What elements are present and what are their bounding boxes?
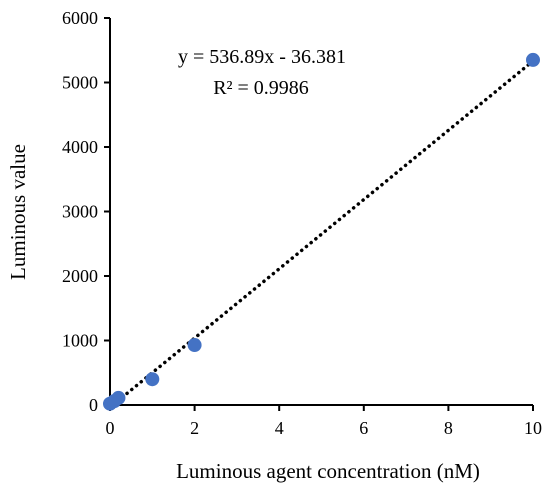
- x-tick-label: 6: [359, 418, 368, 438]
- y-tick-label: 0: [89, 395, 98, 415]
- data-point: [526, 52, 540, 67]
- y-tick-label: 3000: [62, 202, 98, 222]
- y-tick-label: 1000: [62, 331, 98, 351]
- x-tick-label: 8: [444, 418, 453, 438]
- x-tick-label: 2: [190, 418, 199, 438]
- y-tick-label: 6000: [62, 8, 98, 28]
- r-squared-label: R² = 0.9986: [213, 77, 309, 99]
- data-point: [111, 390, 126, 405]
- x-tick-label: 0: [106, 418, 115, 438]
- tick-marks: [104, 17, 534, 411]
- trendline: [111, 59, 535, 407]
- y-tick-label: 5000: [62, 73, 98, 93]
- x-tick-label: 4: [275, 418, 284, 438]
- x-axis-label: Luminous agent concentration (nM): [176, 459, 480, 483]
- x-tick-label: 10: [524, 418, 542, 438]
- axes: [109, 18, 533, 406]
- y-tick-label: 4000: [62, 137, 98, 157]
- data-points: [103, 52, 540, 411]
- trendline-equation: y = 536.89x - 36.381: [178, 46, 346, 68]
- data-point: [187, 338, 202, 353]
- y-tick-label: 2000: [62, 266, 98, 286]
- tick-labels: 0 1000 2000 3000 4000 5000 6000 0 2 4 6 8 10: [62, 8, 542, 438]
- y-axis-label: Luminous value: [6, 144, 30, 280]
- data-point: [145, 372, 160, 387]
